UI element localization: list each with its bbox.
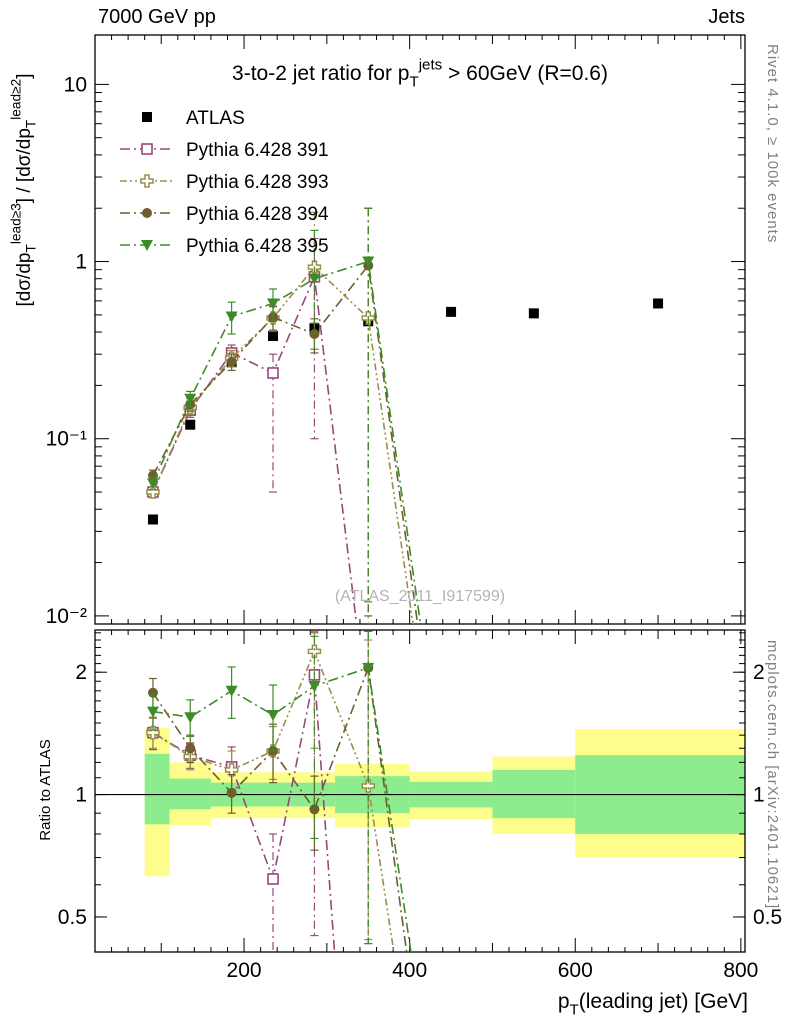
tick-labels: 200 400 600 800 10⁻² 10⁻¹ 1 10 0.5 0.5 1 1 2 2 [46,73,783,982]
legend-entry-1: ATLAS [142,108,245,129]
series-atlas [147,298,664,525]
legend-label: Pythia 6.428 394 [186,204,329,225]
legend-label: ATLAS [186,108,245,129]
analysis-id-watermark: (ATLAS_2011_I917599) [334,588,506,605]
main-panel-frame [94,34,746,625]
legend-label: Pythia 6.428 393 [186,172,329,193]
legend-entry-5: Pythia 6.428 395 [120,236,329,257]
axis-ticks [95,35,745,952]
series-pythia-6.428-395 [146,630,412,952]
ratio-bands [144,727,745,877]
beam-energy-label: 7000 GeV pp [98,6,216,28]
y-ratio-tick-label-right: 1 [753,784,765,807]
series-pythia-6.428-391 [147,237,358,624]
y-ratio-tick-label-right: 0.5 [753,906,782,929]
y-ratio-tick-label-left: 2 [75,661,87,684]
y-ratio-tick-label-right: 2 [753,661,765,684]
legend-label: Pythia 6.428 391 [186,140,329,161]
series-pythia-6.428-395 [146,207,422,624]
series-pythia-6.428-394 [147,207,419,624]
ratio-axis-title: Ratio to ATLAS [37,739,54,841]
series-pythia-6.428-393 [146,630,395,952]
legend-entry-3: Pythia 6.428 393 [120,172,329,193]
series-pythia-6.428-393 [146,207,414,624]
main-y-axis-title: [dσ/dpTlead≥3] / [dσ/dpTlead≥2] [9,73,39,306]
x-axis-title: pT(leading jet) [GeV] [558,990,748,1018]
x-tick-label: 800 [723,959,758,982]
ratio-panel-frame [94,629,746,953]
y-main-tick-label: 10⁻² [46,605,87,628]
mcplots-attribution-note: mcplots.cern.ch [arXiv:2401.10621] [764,640,781,910]
legend: ATLAS Pythia 6.428 391 Pythia 6.428 393 Pyt… [120,108,329,257]
y-ratio-tick-label-left: 1 [75,784,87,807]
legend-label: Pythia 6.428 395 [186,236,329,257]
series-pythia-6.428-394 [147,630,408,952]
y-main-tick-label: 10⁻¹ [46,428,87,451]
x-tick-label: 600 [558,959,593,982]
x-tick-label: 400 [392,959,427,982]
analysis-category-label: Jets [708,6,745,28]
chart-title: 3-to-2 jet ratio for pTjets > 60GeV (R=0… [232,57,608,91]
rivet-version-note: Rivet 4.1.0, ≥ 100k events [764,44,781,244]
y-ratio-tick-label-left: 0.5 [58,906,87,929]
y-main-tick-label: 1 [75,251,87,274]
legend-entry-4: Pythia 6.428 394 [120,204,329,225]
x-tick-label: 200 [227,959,262,982]
legend-entry-2: Pythia 6.428 391 [120,140,329,161]
y-main-tick-label: 10 [64,73,87,96]
